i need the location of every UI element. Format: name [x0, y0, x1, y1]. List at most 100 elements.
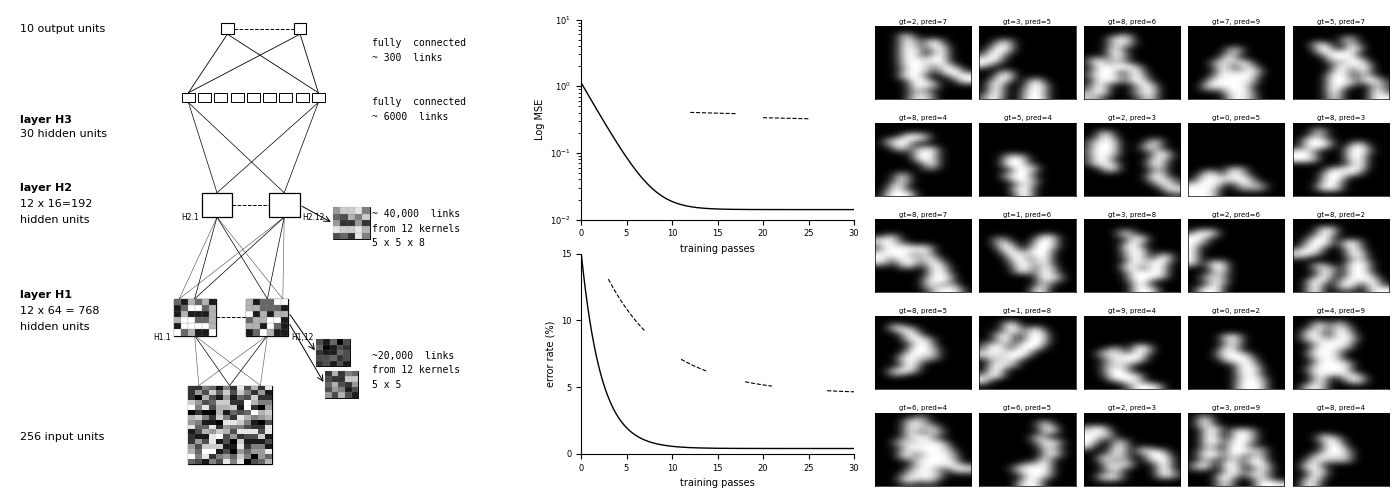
Bar	[216, 439, 223, 444]
Bar	[188, 395, 195, 400]
Text: gt=6, pred=4: gt=6, pred=4	[899, 405, 946, 411]
Bar	[230, 444, 237, 449]
Bar	[265, 415, 272, 420]
Bar	[230, 415, 237, 420]
Bar	[216, 429, 223, 434]
Text: 30 hidden units: 30 hidden units	[20, 129, 106, 139]
Bar	[260, 311, 267, 317]
Bar	[216, 415, 223, 420]
Bar	[209, 459, 216, 464]
Bar	[258, 459, 265, 464]
Bar	[363, 220, 370, 226]
Bar	[339, 371, 344, 376]
Text: gt=5, pred=7: gt=5, pred=7	[1317, 19, 1365, 24]
Bar	[181, 311, 188, 317]
Bar	[265, 390, 272, 395]
Text: ~20,000  links: ~20,000 links	[372, 351, 455, 361]
Bar	[340, 214, 347, 220]
Bar	[267, 311, 274, 317]
Bar	[237, 405, 244, 410]
Bar	[265, 434, 272, 439]
Text: gt=9, pred=4: gt=9, pred=4	[1107, 308, 1156, 314]
Bar	[312, 93, 325, 102]
Bar	[244, 444, 251, 449]
Bar	[281, 317, 288, 323]
Bar	[281, 305, 288, 311]
Bar	[216, 425, 223, 429]
Bar	[258, 400, 265, 405]
Bar	[188, 439, 195, 444]
Bar	[202, 425, 209, 429]
Bar	[316, 355, 323, 361]
Bar	[323, 355, 330, 361]
Bar	[336, 339, 343, 345]
Bar	[330, 339, 336, 345]
Text: gt=2, pred=6: gt=2, pred=6	[1212, 212, 1260, 218]
Bar	[237, 449, 244, 454]
Bar	[195, 311, 202, 317]
Bar	[265, 410, 272, 415]
Bar	[216, 449, 223, 454]
Text: gt=2, pred=3: gt=2, pred=3	[1107, 115, 1156, 121]
Bar	[339, 382, 344, 387]
Bar	[174, 299, 216, 336]
Y-axis label: Log MSE: Log MSE	[535, 99, 545, 140]
Bar	[237, 420, 244, 425]
Text: H1.1: H1.1	[153, 333, 171, 342]
Bar	[195, 299, 202, 305]
Bar	[195, 329, 202, 336]
Text: 12 x 16=192: 12 x 16=192	[20, 199, 92, 209]
X-axis label: training passes: training passes	[680, 478, 755, 488]
Bar	[265, 386, 272, 390]
Bar	[188, 429, 195, 434]
Bar	[244, 400, 251, 405]
Bar	[258, 415, 265, 420]
Text: ~ 300  links: ~ 300 links	[372, 53, 442, 63]
Bar	[214, 93, 227, 102]
Bar	[237, 454, 244, 459]
Bar	[253, 299, 260, 305]
Text: H2.12: H2.12	[302, 213, 325, 222]
Bar	[253, 323, 260, 329]
Text: gt=8, pred=2: gt=8, pred=2	[1317, 212, 1365, 218]
Bar	[344, 371, 351, 376]
Bar	[182, 93, 195, 102]
Bar	[333, 207, 340, 214]
Bar	[253, 311, 260, 317]
Bar	[363, 226, 370, 233]
Bar	[174, 323, 181, 329]
Bar	[330, 355, 336, 361]
Text: gt=3, pred=5: gt=3, pred=5	[1004, 19, 1051, 24]
Text: fully  connected: fully connected	[372, 97, 466, 107]
Bar	[316, 350, 323, 355]
Bar	[223, 405, 230, 410]
Bar	[181, 329, 188, 336]
Text: hidden units: hidden units	[20, 322, 90, 332]
Bar	[294, 23, 307, 34]
Bar	[237, 410, 244, 415]
Bar	[363, 214, 370, 220]
Bar	[237, 395, 244, 400]
Bar	[267, 299, 274, 305]
Bar	[202, 410, 209, 415]
Bar	[265, 405, 272, 410]
Bar	[251, 434, 258, 439]
Bar	[188, 425, 195, 429]
Bar	[244, 390, 251, 395]
Bar	[344, 376, 351, 382]
Bar	[188, 390, 195, 395]
Bar	[258, 449, 265, 454]
Text: gt=1, pred=8: gt=1, pred=8	[1004, 308, 1051, 314]
Bar	[330, 345, 336, 350]
Bar	[188, 459, 195, 464]
Text: gt=3, pred=8: gt=3, pred=8	[1107, 212, 1156, 218]
Bar	[244, 386, 251, 390]
Text: gt=8, pred=4: gt=8, pred=4	[899, 115, 946, 121]
Bar	[209, 410, 216, 415]
Bar	[363, 233, 370, 239]
Bar	[209, 449, 216, 454]
Text: from 12 kernels: from 12 kernels	[372, 366, 461, 375]
Bar	[244, 434, 251, 439]
Text: layer H1: layer H1	[20, 290, 71, 300]
Bar	[258, 454, 265, 459]
